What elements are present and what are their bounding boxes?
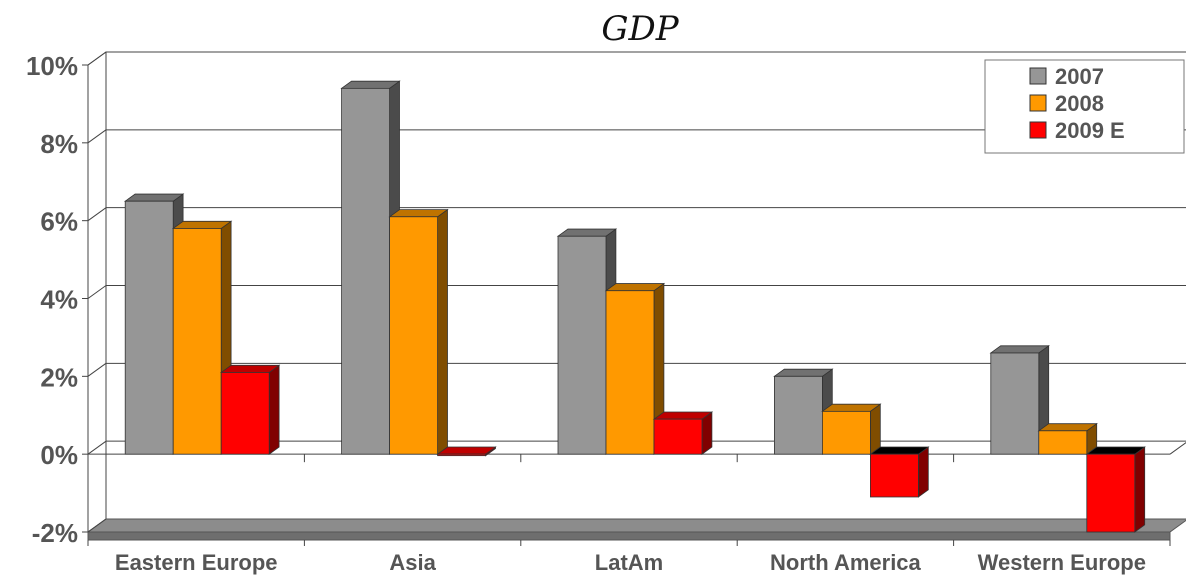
floor-front [87, 531, 1171, 541]
side-grid-line [87, 285, 107, 299]
bar-top [869, 446, 930, 455]
x-tick-label: North America [770, 550, 922, 575]
y-tick-label: 0% [40, 440, 78, 470]
bar-top [989, 345, 1050, 354]
bar-top [773, 368, 834, 377]
legend-swatch [1029, 121, 1047, 139]
bar-top [171, 220, 233, 229]
bar-front [1086, 453, 1136, 533]
y-tick-label: -2% [32, 518, 78, 548]
bar-front [990, 352, 1040, 455]
bar-top [436, 446, 497, 455]
chart-title: GDP [601, 9, 679, 49]
bar [989, 345, 1050, 455]
bar-front [124, 200, 174, 455]
bar [388, 208, 449, 455]
bar-side [1134, 446, 1146, 533]
bar-front [822, 410, 871, 455]
y-tick-label: 8% [40, 129, 78, 159]
legend-label: 2007 [1055, 64, 1104, 89]
bar-front [774, 375, 823, 455]
y-tick-label: 2% [40, 362, 78, 392]
bar [869, 446, 930, 498]
bar-top [821, 403, 882, 412]
bar [436, 446, 497, 457]
bar-top [340, 80, 401, 89]
bar-side [918, 446, 929, 498]
x-tick-label: Asia [389, 550, 436, 575]
y-tick-label: 6% [40, 207, 78, 237]
bar-front [437, 453, 487, 457]
side-grid-line [87, 518, 107, 533]
bar-side [437, 208, 448, 455]
bar-top [123, 193, 185, 202]
bar [171, 220, 233, 455]
bar-top [388, 209, 449, 218]
bar-top [556, 228, 618, 237]
bar [1085, 446, 1146, 533]
side-grid-line [87, 207, 107, 222]
legend-label: 2008 [1055, 91, 1104, 116]
bar [1037, 422, 1098, 455]
bars [123, 80, 1146, 533]
bar-front [653, 418, 703, 455]
legend-swatch [1029, 94, 1047, 112]
axis-labels: -2% 0% 2% 4% 6% 8% 10% Eastern Europe Asia LatAm N… [26, 51, 1146, 575]
x-tick-label: Western Europe [978, 550, 1146, 575]
x-tick-label: LatAm [595, 550, 663, 575]
bar-side [268, 364, 280, 455]
side-grid-line [87, 440, 107, 455]
bar [219, 364, 281, 455]
y-tick-label: 4% [40, 285, 78, 315]
bar-top [1037, 423, 1098, 432]
x-axis-depth-edge [1169, 441, 1186, 455]
bar-front [870, 453, 919, 498]
legend-label: 2009 E [1055, 118, 1125, 143]
y-tick-label: 10% [26, 51, 78, 81]
bar-front [172, 228, 222, 455]
bar-top [1085, 446, 1146, 455]
side-grid-line [87, 362, 107, 377]
bar [821, 403, 882, 455]
side-grid-line [87, 129, 107, 144]
floor-top [86, 518, 1186, 533]
bar-side [870, 403, 881, 455]
chart-walls [86, 51, 1186, 541]
bar-front [220, 372, 270, 455]
x-tick-label: Eastern Europe [115, 550, 278, 575]
legend-swatch [1029, 67, 1047, 85]
bar-front [605, 290, 655, 455]
bar [652, 411, 714, 455]
bar-top [604, 283, 666, 292]
side-grid-line [87, 51, 107, 66]
bar-front [389, 216, 439, 455]
bar-front [557, 235, 607, 455]
bar-front [1038, 430, 1088, 455]
bar-top [219, 364, 281, 373]
legend-box [984, 59, 1185, 154]
bar-front [341, 87, 391, 455]
bar [604, 282, 666, 455]
bar-top [652, 411, 714, 420]
